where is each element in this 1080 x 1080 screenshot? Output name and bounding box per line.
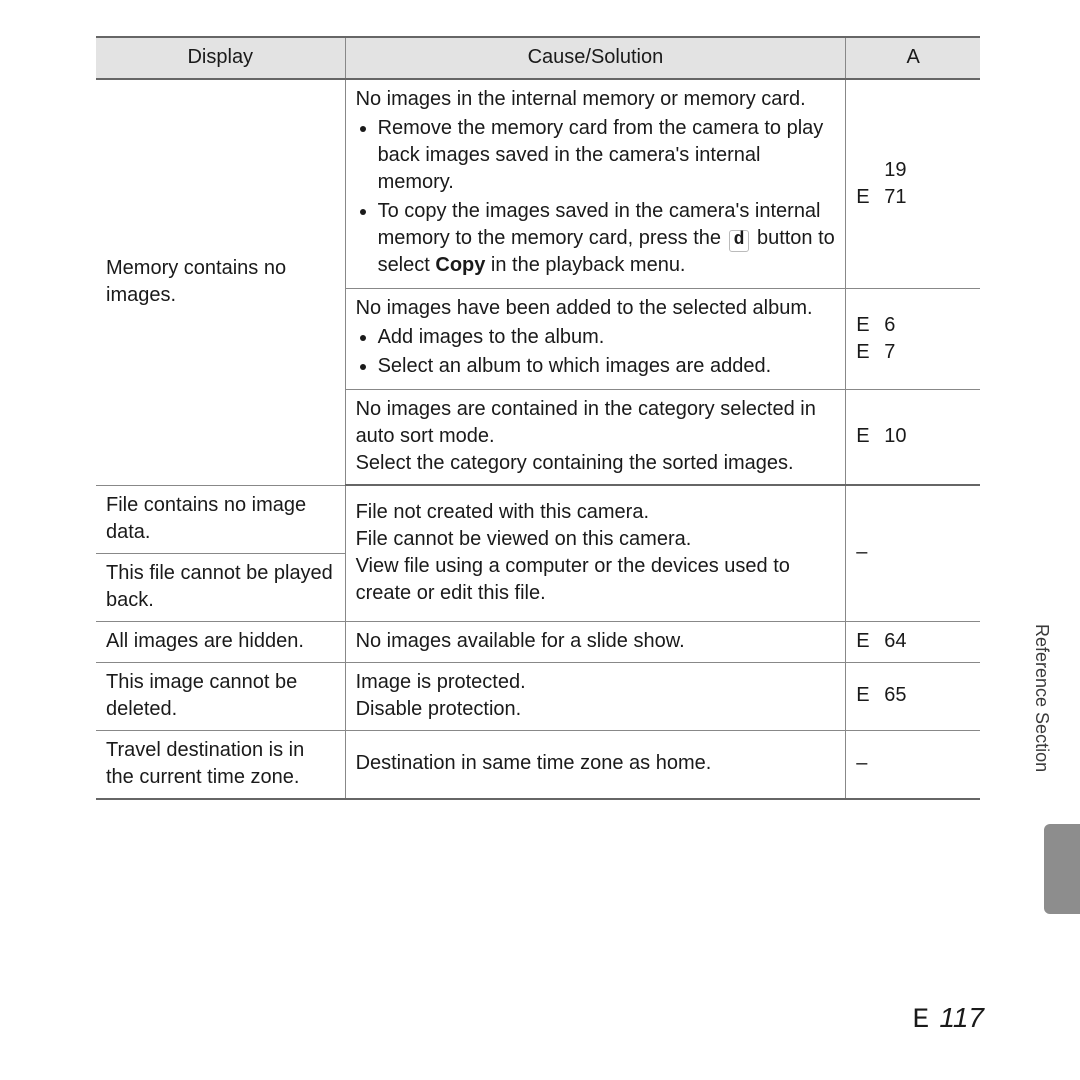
display-cell: This file cannot be played back. [96,553,345,621]
display-cell: Memory contains no images. [96,79,345,485]
page-number-value: 117 [939,1002,984,1033]
list-item: Select an album to which images are adde… [378,353,836,380]
cause-list: Add images to the album. Select an album… [356,324,836,380]
cause-cell: No images in the internal memory or memo… [345,79,846,289]
list-item: Add images to the album. [378,324,836,351]
ref-cell: E6 E7 [846,289,980,390]
table-row: All images are hidden. No images availab… [96,621,980,662]
ref-cell: E10 [846,390,980,486]
table-row: Memory contains no images. No images in … [96,79,980,289]
cause-cell: No images are contained in the category … [345,390,846,486]
cause-cell: Image is protected. Disable protection. [345,662,846,730]
col-header-cause: Cause/Solution [345,37,846,79]
table-header-row: Display Cause/Solution A [96,37,980,79]
display-cell: This image cannot be deleted. [96,662,345,730]
col-header-display: Display [96,37,345,79]
display-cell: File contains no image data. [96,485,345,553]
ref-cell: – [846,485,980,621]
display-cell: Travel destination is in the current tim… [96,730,345,799]
page: Display Cause/Solution A Memory contains… [0,0,1080,1080]
troubleshoot-table-wrap: Display Cause/Solution A Memory contains… [96,36,980,800]
ref-cell: E64 [846,621,980,662]
page-number: E 117 [913,1002,984,1036]
cause-cell: File not created with this camera. File … [345,485,846,621]
display-cell: All images are hidden. [96,621,345,662]
list-item: To copy the images saved in the camera's… [378,198,836,279]
thumb-tab [1044,824,1080,914]
cause-cell: No images have been added to the selecte… [345,289,846,390]
section-side-label: Reference Section [1031,624,1052,772]
table-row: This image cannot be deleted. Image is p… [96,662,980,730]
cause-list: Remove the memory card from the camera t… [356,115,836,279]
page-number-symbol: E [913,1005,930,1036]
cause-intro: No images in the internal memory or memo… [356,88,806,110]
cause-cell: Destination in same time zone as home. [345,730,846,799]
table-row: Travel destination is in the current tim… [96,730,980,799]
col-header-ref: A [846,37,980,79]
list-item: Remove the memory card from the camera t… [378,115,836,196]
table-row: File contains no image data. File not cr… [96,485,980,553]
ref-cell: E65 [846,662,980,730]
troubleshoot-table: Display Cause/Solution A Memory contains… [96,36,980,800]
menu-button-icon: d [729,230,750,252]
ref-cell: – [846,730,980,799]
ref-cell: 19 E71 [846,79,980,289]
cause-cell: No images available for a slide show. [345,621,846,662]
